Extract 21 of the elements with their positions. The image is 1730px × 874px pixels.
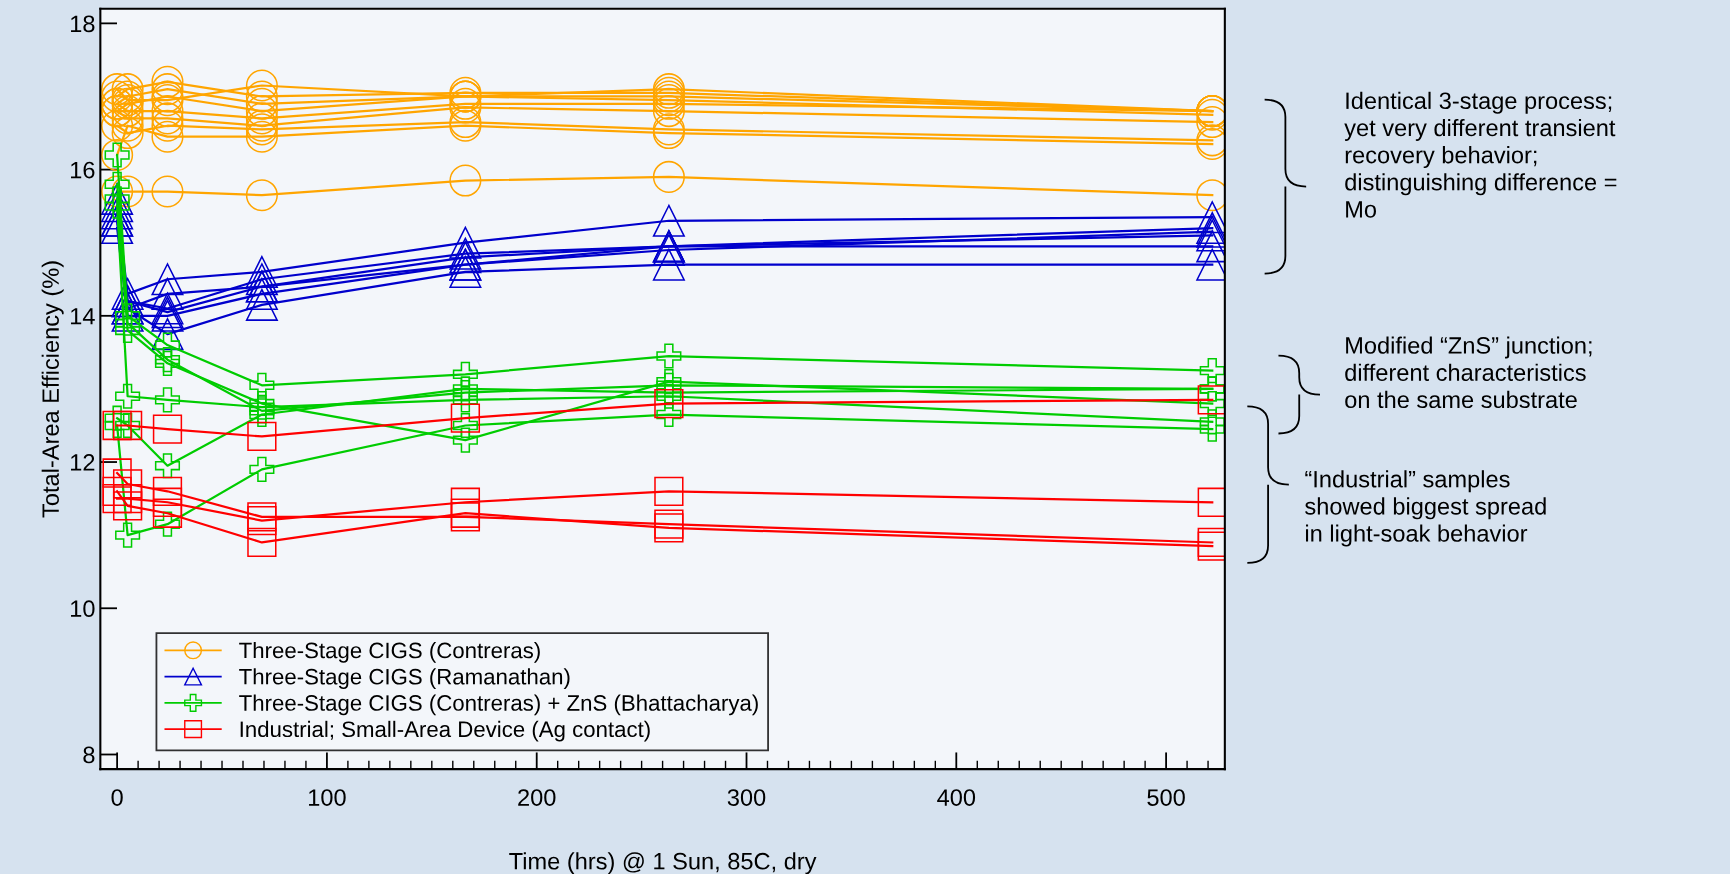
x-tick-label: 100 bbox=[309, 789, 346, 806]
y-tick-label: 14 bbox=[71, 308, 95, 325]
text: Identical 3-stage process; yet very different transient recovery behavior; distinguishing difference = Mo bbox=[1344, 91, 1617, 218]
legend-label: Three-Stage CIGS (Contreras) + ZnS (Bhattacharya) bbox=[239, 694, 758, 716]
y-tick-label: 18 bbox=[71, 15, 95, 33]
legend-label: Three-Stage CIGS (Contreras) bbox=[239, 641, 540, 663]
x-tick-label: 500 bbox=[1147, 789, 1185, 806]
y-axis-title: Total-Area Efficiency (%) bbox=[41, 261, 64, 518]
x-tick-label: 0 bbox=[111, 789, 123, 806]
x-tick-label: 300 bbox=[727, 789, 766, 806]
legend-label: Industrial; Small-Area Device (Ag contact) bbox=[240, 720, 650, 742]
text: Modified “ZnS” junction; different characteristics on the same substrate bbox=[1345, 336, 1592, 409]
x-axis-title: Time (hrs) @ 1 Sun, 85C, dry bbox=[509, 852, 817, 874]
legend-label: Three-Stage CIGS (Ramanathan) bbox=[239, 668, 570, 689]
y-tick-label: 16 bbox=[71, 161, 95, 179]
x-tick-label: 400 bbox=[937, 789, 976, 806]
y-tick-label: 8 bbox=[83, 746, 95, 764]
text: “Industrial” samples showed biggest spread in light-soak behavior bbox=[1305, 470, 1546, 547]
y-tick-label: 12 bbox=[71, 454, 95, 471]
y-tick-label: 10 bbox=[71, 600, 95, 618]
x-tick-label: 200 bbox=[518, 789, 556, 806]
